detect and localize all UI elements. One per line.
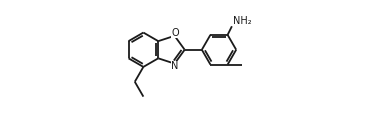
Text: NH₂: NH₂: [233, 15, 252, 25]
Text: N: N: [171, 61, 179, 71]
Text: O: O: [171, 28, 179, 38]
